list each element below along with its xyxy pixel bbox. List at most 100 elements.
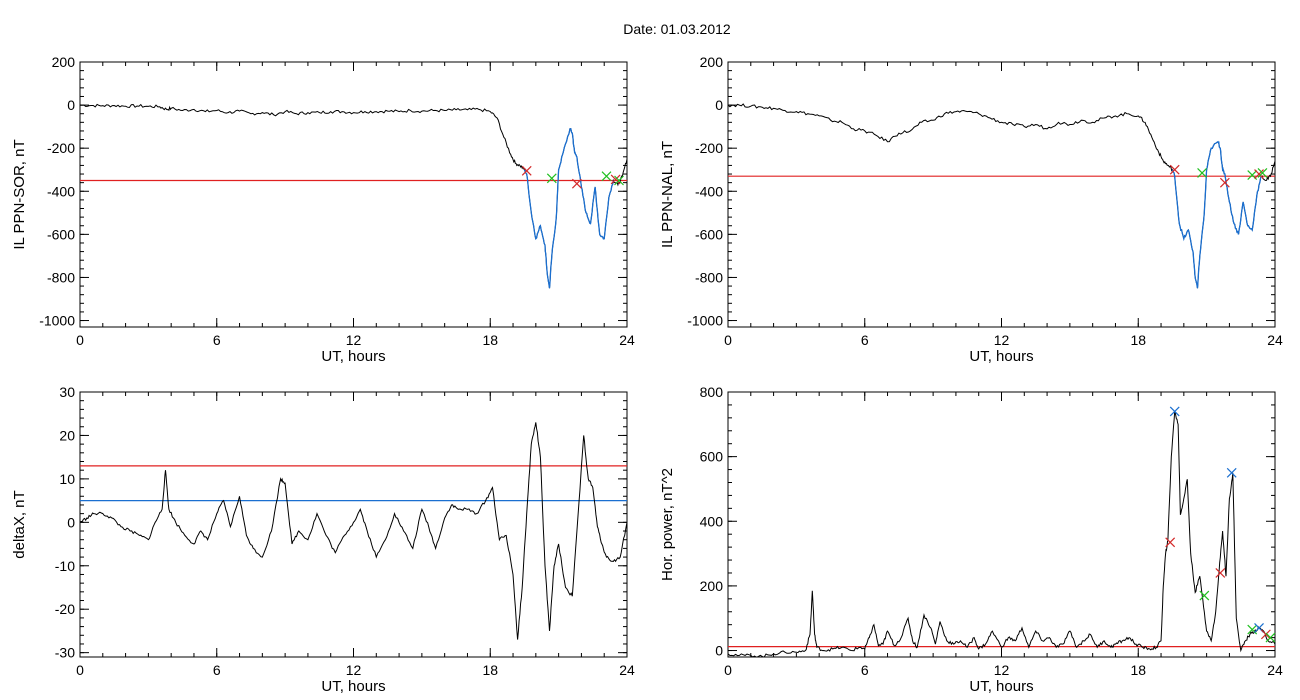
y-tick-label: 30 <box>59 384 75 400</box>
marker-stroke <box>1257 168 1268 178</box>
x-tick-label: 0 <box>76 662 84 678</box>
marker-stroke <box>1165 537 1176 548</box>
marker-x-red <box>1169 164 1180 175</box>
x-tick-label: 6 <box>213 332 221 348</box>
panel-p4: 0 6 12 18 24 800 600 400 200 0 UT, hours Hor. power… <box>659 384 1283 695</box>
series-line <box>80 103 627 289</box>
marker-stroke <box>1254 622 1264 633</box>
y-tick-label: 600 <box>700 449 724 465</box>
series-line <box>728 103 1275 289</box>
x-tick-label: 18 <box>482 332 498 348</box>
marker-stroke <box>1219 177 1230 188</box>
marker-x-red <box>521 165 532 176</box>
marker-x-blue <box>1226 467 1237 478</box>
y-tick-label: 200 <box>700 54 724 70</box>
marker-stroke <box>1247 624 1258 635</box>
marker-stroke <box>601 171 612 182</box>
panel-p2: 0 6 12 18 24 200 0 -200 -400 -600 -800 -1000 UT, hou… <box>659 54 1283 365</box>
marker-x-blue <box>1169 406 1180 417</box>
marker-stroke <box>1169 164 1180 175</box>
marker-x-green <box>1265 632 1276 643</box>
marker-stroke <box>1226 467 1237 478</box>
y-tick-label: -400 <box>695 183 723 199</box>
marker-stroke <box>614 175 624 186</box>
y-tick-label: 10 <box>59 471 75 487</box>
marker-stroke <box>1265 632 1276 643</box>
plot-frame <box>79 61 628 328</box>
x-tick-label: 12 <box>994 662 1010 678</box>
x-tick-label: 6 <box>861 332 869 348</box>
series-line <box>728 411 1275 657</box>
plot-frame <box>727 61 1276 328</box>
series-highlight <box>523 128 614 289</box>
marker-stroke <box>546 173 557 184</box>
y-tick-label: 0 <box>67 514 75 530</box>
marker-stroke <box>521 165 532 176</box>
y-tick-label: 400 <box>700 513 724 529</box>
x-tick-label: 0 <box>724 332 732 348</box>
marker-stroke <box>1247 170 1258 181</box>
y-axis-label: Hor. power, nT^2 <box>659 468 676 581</box>
marker-x-green <box>1257 168 1268 178</box>
x-tick-label: 0 <box>724 662 732 678</box>
x-tick-label: 12 <box>346 662 362 678</box>
marker-stroke <box>1199 590 1210 601</box>
x-tick-label: 24 <box>619 662 635 678</box>
series-highlight <box>1171 140 1262 289</box>
marker-stroke <box>1254 169 1264 179</box>
marker-stroke <box>610 174 621 185</box>
x-tick-label: 18 <box>482 662 498 678</box>
marker-x-green <box>1197 168 1207 178</box>
panel-p1: 0 6 12 18 24 200 0 -200 -400 -600 -800 -1000 UT, hou… <box>11 54 635 365</box>
x-tick-label: 12 <box>994 332 1010 348</box>
y-tick-label: -800 <box>47 269 75 285</box>
x-tick-label: 6 <box>213 662 221 678</box>
x-tick-label: 24 <box>1267 332 1283 348</box>
y-tick-label: -1000 <box>39 313 75 329</box>
y-axis-label: IL PPN-NAL, nT <box>659 141 676 248</box>
marker-x-red <box>1254 169 1264 179</box>
y-tick-label: 200 <box>52 54 76 70</box>
y-tick-label: -600 <box>695 226 723 242</box>
y-tick-label: 0 <box>715 97 723 113</box>
y-tick-label: -200 <box>695 140 723 156</box>
x-tick-label: 12 <box>346 332 362 348</box>
y-tick-label: -400 <box>47 183 75 199</box>
marker-x-red <box>1215 568 1226 578</box>
marker-x-red <box>1219 177 1230 188</box>
y-tick-label: 0 <box>715 643 723 659</box>
marker-x-green <box>1199 590 1210 601</box>
marker-x-red <box>610 174 621 185</box>
y-tick-label: 200 <box>700 578 724 594</box>
panel-p3: 0 6 12 18 24 30 20 10 0 -10 -20 -30 UT, hours deltaX,… <box>11 384 635 695</box>
x-axis-label: UT, hours <box>321 678 385 695</box>
y-tick-label: -800 <box>695 269 723 285</box>
marker-x-green <box>546 173 557 184</box>
x-tick-label: 0 <box>76 332 84 348</box>
x-axis-label: UT, hours <box>969 348 1033 365</box>
date-label: Date: 01.03.2012 <box>623 21 731 37</box>
x-tick-label: 24 <box>619 332 635 348</box>
y-tick-label: -30 <box>55 645 75 661</box>
marker-x-red <box>571 178 582 189</box>
y-tick-label: -10 <box>55 558 75 574</box>
x-tick-label: 6 <box>861 662 869 678</box>
marker-stroke <box>1260 629 1271 640</box>
marker-stroke <box>1169 406 1180 417</box>
x-tick-label: 18 <box>1130 662 1146 678</box>
plot-frame <box>79 391 628 658</box>
x-tick-label: 18 <box>1130 332 1146 348</box>
marker-x-red <box>1260 629 1271 640</box>
y-axis-label: deltaX, nT <box>11 490 28 558</box>
marker-stroke <box>1197 168 1207 178</box>
y-tick-label: 20 <box>59 427 75 443</box>
marker-x-green <box>601 171 612 182</box>
x-tick-label: 24 <box>1267 662 1283 678</box>
y-tick-label: 0 <box>67 97 75 113</box>
y-tick-label: -20 <box>55 601 75 617</box>
marker-x-red <box>1165 537 1176 548</box>
y-tick-label: 800 <box>700 384 724 400</box>
y-tick-label: -1000 <box>687 313 723 329</box>
plot-frame <box>727 391 1276 658</box>
